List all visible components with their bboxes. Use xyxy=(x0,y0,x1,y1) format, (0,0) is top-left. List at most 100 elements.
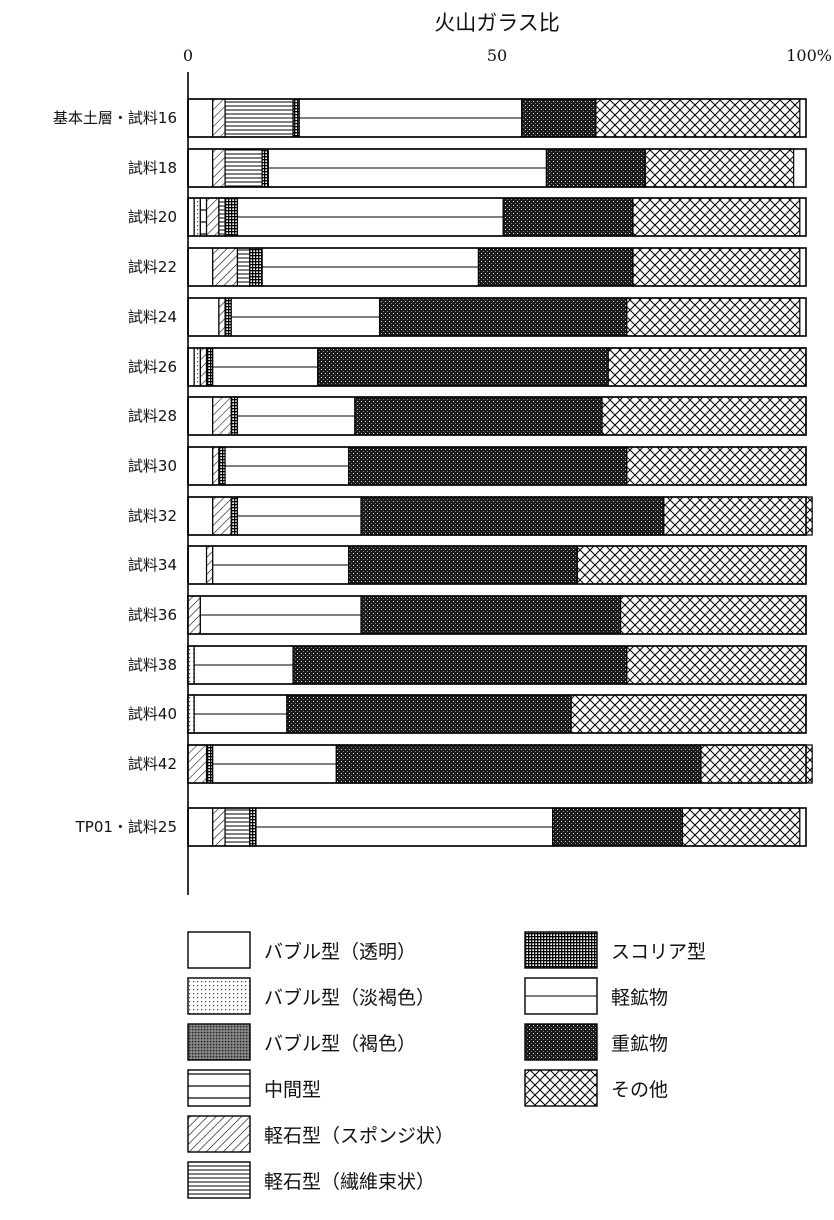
category-labels: 基本土層・試料16 試料18 試料20 試料22 試料24 試料26 試料28 試料30 試料3… xyxy=(53,109,177,836)
legend-swatch xyxy=(524,1069,598,1107)
x-tick-label: 50 xyxy=(487,46,507,65)
bar-segment xyxy=(663,496,813,536)
bar-segment xyxy=(187,98,214,138)
bar-outline xyxy=(187,98,807,138)
bar-segment xyxy=(348,446,628,486)
legend-swatch xyxy=(187,1023,251,1061)
x-tick-label: 100% xyxy=(786,46,832,65)
bar-segment xyxy=(187,645,195,685)
bar-segment xyxy=(212,496,232,536)
legend-item: バブル型（淡褐色） xyxy=(187,977,435,1015)
bar-segment xyxy=(205,744,214,784)
category-label: TP01・試料25 xyxy=(75,818,177,836)
bar-segment xyxy=(626,297,801,337)
bar-segment xyxy=(626,446,807,486)
category-label: 試料18 xyxy=(128,159,177,177)
legend-swatch xyxy=(187,977,251,1015)
bar-outline xyxy=(187,347,807,387)
bar-segment xyxy=(521,98,597,138)
bar-row xyxy=(187,446,807,486)
category-label: 試料42 xyxy=(128,755,177,773)
bars-group xyxy=(187,98,813,847)
category-label: 試料32 xyxy=(128,507,177,525)
category-label: 試料38 xyxy=(128,656,177,674)
bar-outline xyxy=(187,148,807,188)
legend-swatch xyxy=(187,1069,251,1107)
bar-segment xyxy=(632,197,801,237)
bar-segment xyxy=(644,148,795,188)
legend-item: スコリア型 xyxy=(524,931,706,969)
bar-outline xyxy=(187,694,807,734)
bar-segment xyxy=(360,496,665,536)
bar-segment xyxy=(187,347,195,387)
legend-swatch xyxy=(187,931,251,969)
bar-segment xyxy=(348,545,578,585)
bar-segment xyxy=(212,807,226,847)
bar-segment xyxy=(212,446,220,486)
bar-segment xyxy=(193,197,201,237)
legend-swatch xyxy=(187,1161,251,1199)
bar-segment xyxy=(187,297,220,337)
bar-segment xyxy=(187,496,214,536)
bar-segment xyxy=(335,744,702,784)
bar-segment xyxy=(187,247,214,287)
category-label: 基本土層・試料16 xyxy=(53,109,177,127)
bar-segment xyxy=(552,807,683,847)
category-label: 試料34 xyxy=(128,556,177,574)
legend-item: 軽石型（スポンジ状） xyxy=(187,1115,454,1153)
bar-segment xyxy=(570,694,807,734)
bar-segment xyxy=(595,98,801,138)
bar-segment xyxy=(187,545,208,585)
bar-segment xyxy=(212,247,239,287)
legend-swatch xyxy=(524,931,598,969)
legend-label: 軽石型（繊維束状） xyxy=(264,1171,435,1193)
bar-segment xyxy=(224,148,263,188)
bar-segment xyxy=(236,247,251,287)
bar-segment xyxy=(212,148,226,188)
bar-row xyxy=(187,645,807,685)
bar-segment xyxy=(230,496,239,536)
legend-label: バブル型（透明） xyxy=(264,940,416,963)
category-label: 試料36 xyxy=(128,606,177,624)
legend-item: 軽石型（繊維束状） xyxy=(187,1161,435,1199)
bar-segment xyxy=(218,197,226,237)
bar-outline xyxy=(187,197,807,237)
bar-segment xyxy=(224,807,251,847)
category-label: 試料28 xyxy=(128,407,177,425)
bar-segment xyxy=(601,396,807,436)
category-label: 試料40 xyxy=(128,705,177,723)
bar-outline xyxy=(187,297,807,337)
bar-segment xyxy=(205,197,220,237)
bar-segment xyxy=(187,595,201,635)
legend-item: 中間型 xyxy=(187,1069,321,1107)
bar-segment xyxy=(187,807,214,847)
legend-swatch xyxy=(524,1023,598,1061)
bar-segment xyxy=(292,645,628,685)
bar-segment xyxy=(218,297,226,337)
bar-segment xyxy=(187,694,195,734)
bar-outline xyxy=(187,545,807,585)
bar-segment xyxy=(249,247,263,287)
bar-segment xyxy=(477,247,634,287)
bar-segment xyxy=(292,98,300,138)
bar-row xyxy=(187,197,807,237)
bar-outline xyxy=(187,645,807,685)
bar-segment xyxy=(199,347,208,387)
bar-segment xyxy=(224,297,232,337)
legend-item: バブル型（褐色） xyxy=(187,1023,416,1061)
legend-label: バブル型（淡褐色） xyxy=(264,986,435,1009)
legend-label: 軽石型（スポンジ状） xyxy=(264,1125,454,1147)
bar-outline xyxy=(187,744,807,784)
legend-label: 中間型 xyxy=(264,1079,321,1101)
bar-segment xyxy=(317,347,609,387)
bar-outline xyxy=(187,446,807,486)
bar-row xyxy=(187,347,807,387)
bar-row xyxy=(187,297,807,337)
bar-outline xyxy=(187,595,807,635)
bar-segment xyxy=(545,148,646,188)
bar-segment xyxy=(224,197,239,237)
x-tick-label: 0 xyxy=(183,46,193,65)
legend-swatch xyxy=(187,1115,251,1153)
